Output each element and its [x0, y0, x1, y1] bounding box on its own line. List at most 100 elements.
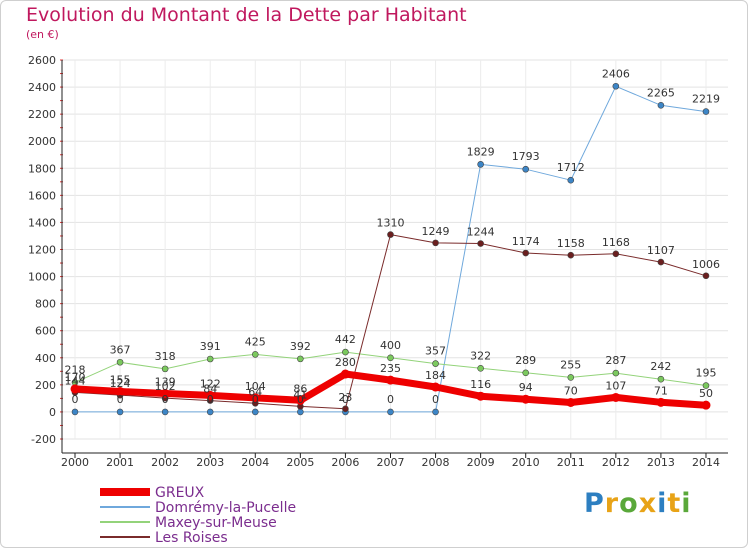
data-label-greux: 155: [110, 373, 131, 386]
data-label-greux: 139: [155, 376, 176, 389]
data-label-maxey-sur-meuse: 195: [695, 367, 716, 380]
legend-label-maxey-sur-meuse: Maxey-sur-Meuse: [155, 515, 277, 531]
y-tick-label: 2200: [28, 108, 56, 121]
data-label-domr-my-la-pucelle: 0: [117, 393, 124, 406]
data-label-maxey-sur-meuse: 392: [290, 340, 311, 353]
legend-label-greux: GREUX: [155, 485, 205, 501]
data-point-greux: [521, 394, 531, 404]
data-label-greux: 86: [293, 382, 307, 395]
data-point-les-roises: [657, 258, 665, 266]
data-label-greux: 50: [699, 387, 713, 400]
data-label-maxey-sur-meuse: 367: [110, 343, 131, 356]
data-label-les-roises: 124: [110, 377, 131, 390]
data-point-domr-my-la-pucelle: [522, 165, 530, 173]
data-point-domr-my-la-pucelle: [612, 82, 620, 90]
logo-letter: t: [667, 488, 682, 519]
x-tick-label: 2006: [331, 456, 359, 469]
data-label-greux: 94: [519, 381, 533, 394]
data-label-domr-my-la-pucelle: 1793: [512, 150, 540, 163]
data-point-les-roises: [702, 272, 710, 280]
data-point-greux: [160, 389, 170, 399]
data-label-les-roises: 1249: [422, 225, 450, 238]
x-tick-label: 2005: [286, 456, 314, 469]
data-point-greux: [385, 375, 395, 385]
data-label-maxey-sur-meuse: 255: [560, 358, 581, 371]
data-label-les-roises: 64: [248, 385, 262, 398]
data-label-maxey-sur-meuse: 289: [515, 354, 536, 367]
data-label-maxey-sur-meuse: 357: [425, 345, 446, 358]
data-label-greux: 280: [335, 356, 356, 369]
data-label-maxey-sur-meuse: 391: [200, 340, 221, 353]
y-tick-label: 1000: [28, 271, 56, 284]
data-point-domr-my-la-pucelle: [116, 408, 124, 416]
data-point-maxey-sur-meuse: [567, 374, 575, 381]
data-point-les-roises: [432, 239, 439, 247]
logo-letter: x: [638, 488, 658, 519]
data-label-maxey-sur-meuse: 318: [155, 350, 176, 363]
logo-letter: i: [657, 488, 668, 519]
data-point-greux: [476, 391, 486, 401]
x-tick-label: 2011: [557, 456, 585, 469]
y-tick-label: 1400: [28, 216, 56, 229]
data-point-greux: [611, 392, 621, 402]
data-point-les-roises: [477, 240, 484, 247]
x-tick-label: 2012: [602, 456, 630, 469]
data-label-greux: 70: [564, 384, 578, 397]
data-point-greux: [431, 382, 441, 392]
data-point-greux: [250, 393, 260, 403]
data-label-domr-my-la-pucelle: 2265: [647, 86, 675, 99]
x-tick-label: 2001: [106, 456, 134, 469]
x-tick-label: 2013: [647, 456, 675, 469]
data-label-les-roises: 1168: [602, 236, 630, 249]
data-point-les-roises: [522, 249, 530, 257]
data-label-les-roises: 41: [293, 388, 307, 401]
data-point-greux: [295, 395, 305, 405]
data-point-maxey-sur-meuse: [702, 382, 710, 389]
data-point-maxey-sur-meuse: [522, 369, 530, 377]
data-label-domr-my-la-pucelle: 0: [297, 393, 304, 406]
y-tick-label: 1600: [28, 189, 56, 202]
y-tick-label: 2600: [28, 54, 56, 67]
data-label-domr-my-la-pucelle: 0: [162, 393, 169, 406]
data-point-domr-my-la-pucelle: [702, 108, 710, 115]
data-point-greux: [340, 369, 350, 379]
data-point-domr-my-la-pucelle: [387, 408, 394, 416]
y-tick-label: 200: [35, 379, 56, 392]
data-label-maxey-sur-meuse: 400: [380, 339, 401, 352]
data-point-greux: [205, 390, 215, 400]
data-point-greux: [656, 397, 666, 407]
y-tick-label: 1200: [28, 244, 56, 257]
data-point-domr-my-la-pucelle: [567, 176, 575, 184]
data-label-domr-my-la-pucelle: 0: [72, 393, 79, 406]
data-point-maxey-sur-meuse: [161, 365, 169, 373]
y-tick-label: 600: [35, 325, 56, 338]
data-label-les-roises: 23: [338, 391, 352, 404]
data-point-greux: [701, 400, 711, 410]
data-label-domr-my-la-pucelle: 0: [432, 393, 439, 406]
data-point-domr-my-la-pucelle: [161, 408, 169, 416]
legend-label-les-roises: Les Roises: [155, 530, 228, 546]
data-point-maxey-sur-meuse: [116, 358, 124, 366]
data-point-greux: [115, 386, 125, 396]
data-point-greux: [70, 384, 80, 394]
logo-letter: r: [604, 488, 620, 519]
data-label-greux: 122: [200, 377, 221, 390]
data-label-maxey-sur-meuse: 442: [335, 333, 356, 346]
data-label-les-roises: 144: [65, 374, 86, 387]
data-label-les-roises: 1006: [692, 258, 720, 271]
data-point-greux: [566, 397, 576, 407]
data-label-les-roises: 1244: [467, 226, 495, 239]
y-tick-label: 800: [35, 298, 56, 311]
y-tick-label: -200: [31, 433, 56, 446]
data-point-domr-my-la-pucelle: [251, 408, 259, 416]
data-point-les-roises: [342, 405, 349, 413]
data-point-maxey-sur-meuse: [387, 354, 394, 362]
data-point-domr-my-la-pucelle: [297, 408, 304, 416]
proxiti-logo: Proxiti: [584, 488, 692, 519]
data-label-domr-my-la-pucelle: 0: [387, 393, 394, 406]
data-point-maxey-sur-meuse: [657, 375, 665, 383]
data-label-domr-my-la-pucelle: 1712: [557, 161, 585, 174]
data-label-domr-my-la-pucelle: 1829: [467, 145, 495, 158]
